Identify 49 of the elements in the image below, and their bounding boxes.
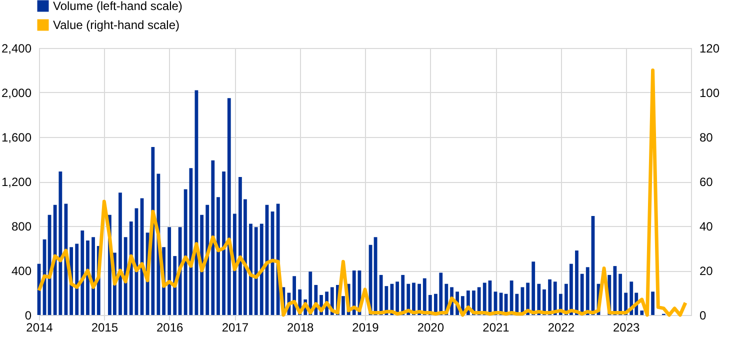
bar xyxy=(618,274,622,315)
y-tick-label: 0 xyxy=(24,308,32,322)
bar xyxy=(80,230,84,315)
y-tick-label: 2,400 xyxy=(1,42,32,56)
bar xyxy=(216,197,220,315)
x-tick-label: 2015 xyxy=(91,320,118,334)
x-tick-label: 2022 xyxy=(548,320,575,334)
bar xyxy=(254,227,258,315)
y2-tick-label: 120 xyxy=(700,42,720,56)
bar xyxy=(575,250,578,315)
y-tick-label: 1,600 xyxy=(1,130,32,144)
bar xyxy=(651,292,654,315)
y2-tick-label: 0 xyxy=(700,308,706,322)
line-series xyxy=(37,68,688,317)
y-tick-label: 2,000 xyxy=(1,86,32,100)
bar xyxy=(640,310,644,315)
bar xyxy=(249,224,252,315)
bar xyxy=(422,278,426,315)
x-tick-label: 2020 xyxy=(417,320,444,334)
bar xyxy=(532,262,536,315)
bar xyxy=(227,98,231,315)
x-tick-label: 2018 xyxy=(286,320,314,334)
y-tick-label: 400 xyxy=(11,264,32,278)
x-tick-label: 2019 xyxy=(352,320,380,334)
x-tick-label: 2014 xyxy=(26,320,54,334)
bar xyxy=(222,171,226,315)
y2-tick-label: 100 xyxy=(700,86,720,100)
bar xyxy=(342,296,345,315)
bar xyxy=(586,267,590,315)
y2-tick-label: 80 xyxy=(700,130,714,144)
legend-label: Volume (left-hand scale) xyxy=(53,0,182,13)
y2-tick-label: 20 xyxy=(700,264,714,278)
bar xyxy=(168,227,172,315)
x-tick-label: 2017 xyxy=(222,320,249,334)
bar xyxy=(401,274,405,315)
bar xyxy=(548,279,552,315)
x-tick-label: 2021 xyxy=(482,320,510,334)
bar xyxy=(613,266,617,315)
bar xyxy=(260,224,264,315)
y-tick-label: 1,200 xyxy=(1,175,32,189)
bar xyxy=(75,244,79,315)
y-tick-label: 800 xyxy=(11,220,32,234)
x-tick-label: 2016 xyxy=(156,320,184,334)
bar xyxy=(118,192,122,315)
y2-tick-label: 40 xyxy=(700,220,714,234)
legend-label: Value (right-hand scale) xyxy=(53,18,180,32)
x-tick-label: 2023 xyxy=(612,320,640,334)
bar xyxy=(211,160,215,315)
y2-tick-label: 60 xyxy=(700,175,714,189)
